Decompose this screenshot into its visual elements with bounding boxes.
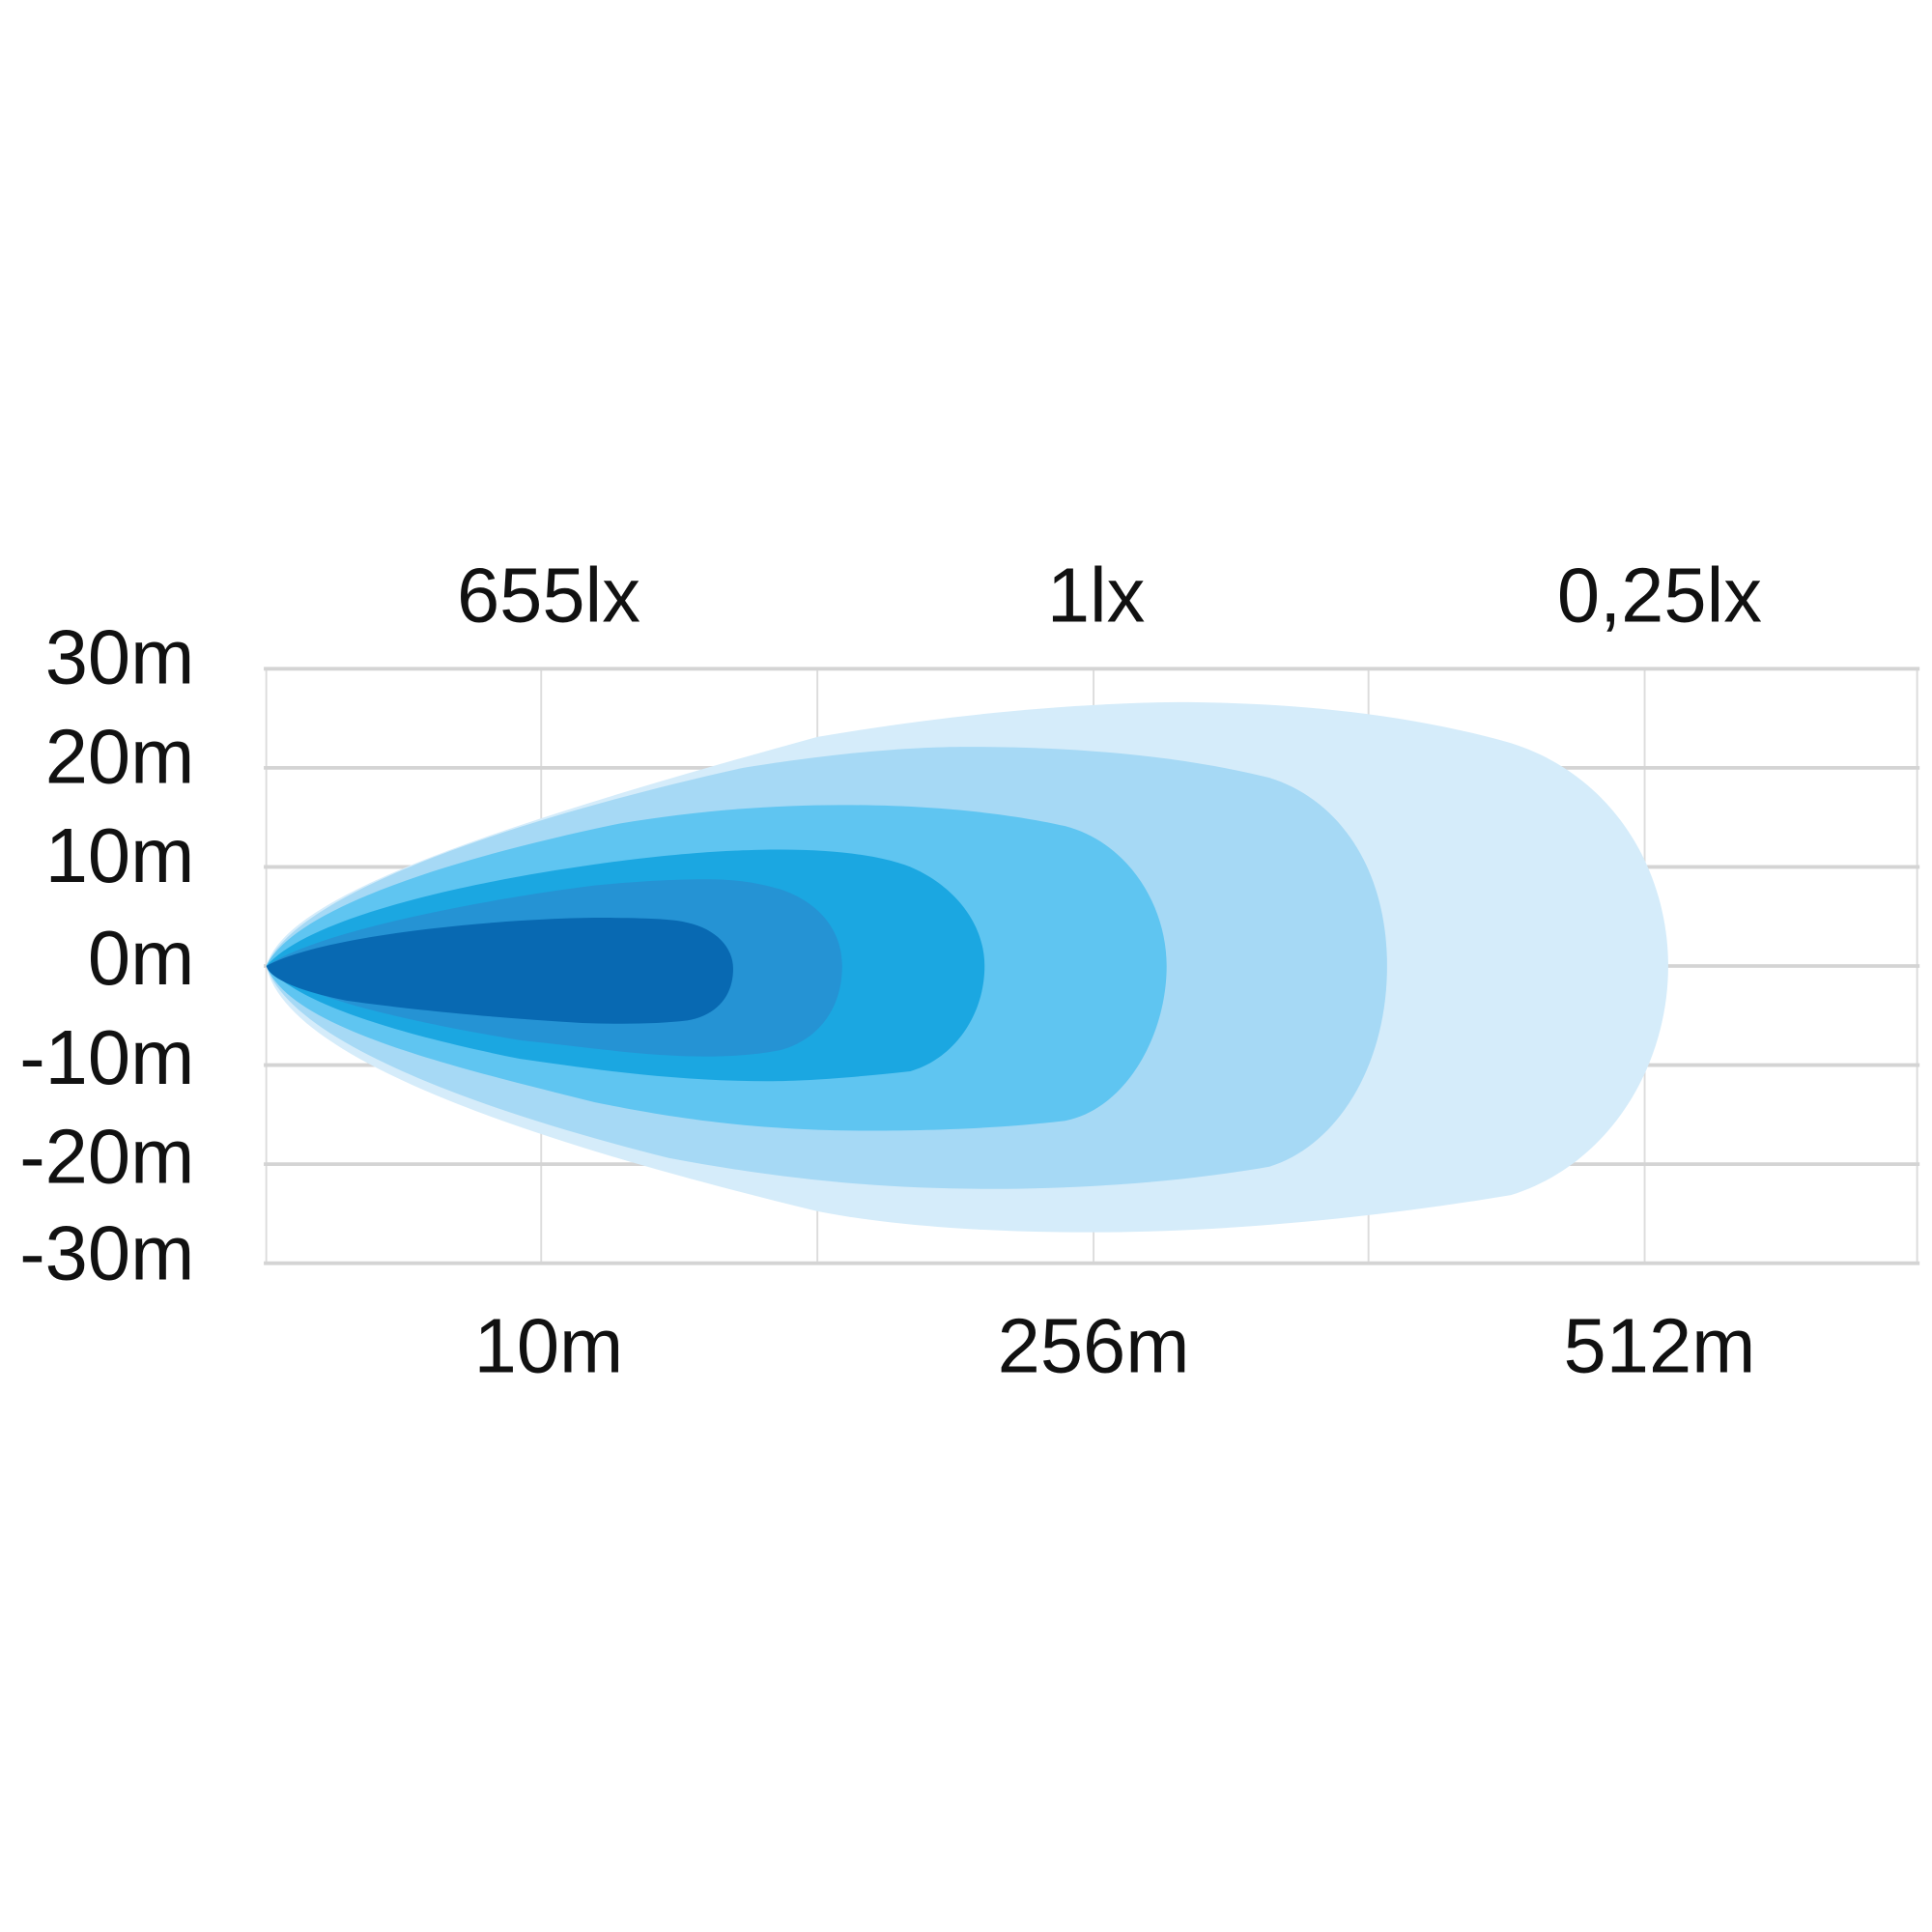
lux-labels: 655lx 1lx 0,25lx	[457, 553, 1762, 639]
x-tick-label: 10m	[474, 1303, 624, 1389]
x-axis-labels: 10m 256m 512m	[474, 1303, 1756, 1389]
y-axis-labels: 30m 20m 10m 0m -10m -20m -30m	[19, 614, 194, 1296]
x-tick-label: 256m	[998, 1303, 1190, 1389]
y-tick-label: -10m	[19, 1014, 194, 1100]
y-tick-label: 30m	[45, 614, 195, 700]
y-tick-label: 0m	[88, 915, 194, 1001]
y-tick-label: -30m	[19, 1209, 194, 1295]
y-tick-label: -20m	[19, 1113, 194, 1199]
lux-label: 0,25lx	[1557, 553, 1762, 639]
beam-contour-6	[266, 918, 733, 1024]
lux-label: 1lx	[1047, 553, 1146, 639]
y-tick-label: 10m	[45, 812, 195, 898]
beam-contours	[266, 701, 1668, 1233]
x-tick-label: 512m	[1564, 1303, 1756, 1389]
y-tick-label: 20m	[45, 713, 195, 799]
lux-label: 655lx	[457, 553, 640, 639]
